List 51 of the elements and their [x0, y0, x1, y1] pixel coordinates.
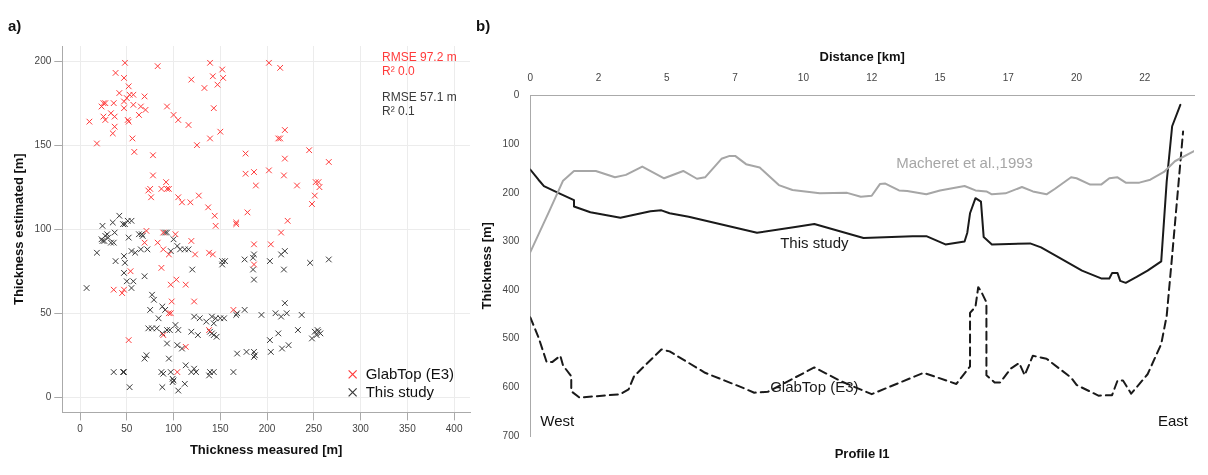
y-tick-label: 0 [45, 391, 52, 403]
y-tick-label: 400 [502, 283, 520, 295]
x-tick-label: 400 [445, 423, 463, 435]
x-tick-label: 50 [121, 423, 133, 435]
y-tick-label: 100 [34, 222, 52, 234]
y-tick-label: 50 [40, 306, 52, 318]
x-tick-label: 350 [399, 423, 417, 435]
x-axis-title: Thickness measured [m] [189, 441, 343, 457]
y-tick-label: 500 [502, 332, 520, 344]
x-tick-label: 5 [664, 72, 671, 84]
x-tick-label: 7 [732, 72, 739, 84]
x-tick-label: 15 [934, 72, 946, 84]
x-tick-label: 17 [1002, 72, 1015, 84]
y-axis-title: Thickness estimated [m] [11, 153, 27, 306]
chart-title: b) [476, 17, 491, 35]
y-tick-label: 100 [502, 137, 520, 149]
x-tick-label: 150 [211, 423, 230, 435]
annotation: East [1157, 412, 1189, 430]
x-tick-label: 20 [1070, 72, 1083, 84]
legend-label: This study [365, 382, 435, 400]
x-tick-label: 250 [305, 423, 323, 435]
x-tick-label: 12 [866, 72, 878, 84]
series-label: This study [780, 234, 850, 252]
x-tick-label: 2 [595, 72, 602, 84]
annotation: RMSE 57.1 m [382, 90, 457, 105]
x-tick-label: 10 [797, 72, 810, 84]
y-tick-label: 0 [513, 89, 520, 101]
series-label: GlabTop (E3) [770, 377, 859, 395]
x-tick-label: 0 [527, 72, 534, 84]
y-axis-title: Thickness [m] [479, 222, 495, 310]
y-tick-label: 150 [34, 138, 52, 150]
y-tick-label: 300 [502, 235, 520, 247]
x-tick-label: 22 [1139, 72, 1151, 84]
annotation: RMSE 97.2 m [382, 50, 457, 65]
y-tick-label: 600 [502, 381, 520, 393]
x-tick-label: 100 [165, 423, 183, 435]
annotation: R² 0.0 [382, 64, 415, 79]
legend-label: GlabTop (E3) [365, 364, 454, 382]
x-tick-label: 300 [352, 423, 370, 435]
chart-title: a) [8, 17, 22, 35]
y-tick-label: 200 [502, 186, 520, 198]
series-label: Macheret et al.,1993 [896, 154, 1033, 172]
y-tick-label: 200 [34, 54, 52, 66]
x-tick-label: 200 [258, 423, 276, 435]
x-tick-label: 0 [77, 423, 84, 435]
annotation: R² 0.1 [382, 104, 415, 119]
y-tick-label: 700 [502, 429, 520, 441]
annotation: West [540, 412, 576, 430]
x-axis-title: Distance [km] [819, 49, 905, 65]
line-series [530, 130, 1185, 399]
text: Profile I1 [834, 445, 890, 461]
